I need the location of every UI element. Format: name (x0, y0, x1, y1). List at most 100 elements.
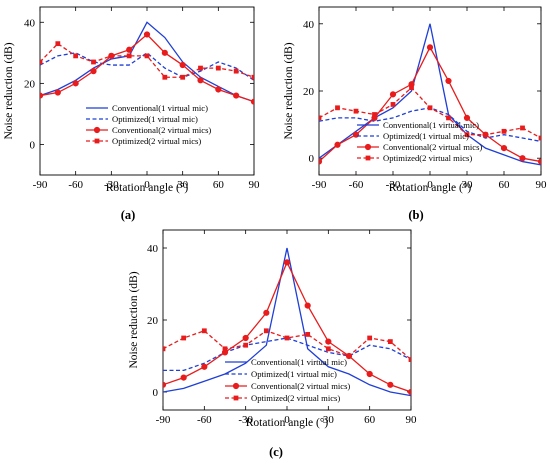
legend-entry: Optimized(1 virtual mic) (251, 369, 337, 379)
data-point (40, 92, 44, 99)
y-axis-label: Noise reduction (dB) (128, 271, 140, 368)
x-tick-label: 90 (536, 179, 548, 191)
legend-entry: Optimized(2 virtual mics) (251, 393, 340, 403)
data-point (408, 357, 411, 362)
data-point (409, 85, 414, 91)
legend-entry: Conventional(1 virtual mic) (112, 103, 208, 113)
data-point (463, 114, 471, 121)
data-point (55, 41, 61, 47)
legend-marker (364, 143, 372, 151)
data-point (201, 363, 208, 370)
x-tick-label: 30 (462, 179, 474, 191)
data-point (180, 74, 186, 80)
data-point (163, 381, 167, 388)
data-point (319, 158, 323, 165)
data-point (161, 49, 168, 56)
data-point (346, 353, 352, 359)
data-point (215, 65, 221, 71)
data-point (243, 342, 249, 348)
series-group (319, 23, 541, 166)
data-point (251, 74, 254, 80)
y-tick-label: 0 (30, 139, 36, 151)
data-point (126, 46, 133, 53)
y-tick-label: 40 (24, 17, 36, 29)
x-tick-label: 60 (364, 414, 376, 426)
y-tick-label: 40 (147, 243, 159, 255)
data-point (427, 105, 433, 111)
y-tick-label: 0 (153, 387, 159, 399)
data-point (143, 31, 151, 38)
legend-entry: Optimized(1 virtual mic) (112, 114, 198, 124)
data-point (144, 53, 150, 59)
series-group (40, 21, 254, 105)
data-point (263, 309, 270, 316)
data-point (180, 374, 187, 381)
data-point (90, 68, 97, 75)
data-point (233, 68, 239, 74)
data-point (464, 132, 470, 138)
x-tick-label: -90 (156, 414, 171, 426)
legend-marker (233, 395, 239, 401)
data-point (325, 338, 332, 345)
x-tick-label: 0 (427, 179, 433, 191)
data-point (263, 328, 269, 334)
y-tick-label: 20 (24, 78, 36, 90)
x-tick-label: -30 (104, 179, 119, 191)
data-point (538, 135, 541, 141)
y-axis-label: Noise reduction (dB) (3, 42, 15, 139)
series-line-0 (163, 247, 411, 397)
data-point (537, 158, 541, 165)
chart-panel-0: -90 -60 -30 0 30 60 90 0 20 40 Rotation angle (°) N… (3, 6, 261, 222)
x-tick-label: 30 (177, 179, 189, 191)
data-point (40, 59, 43, 65)
data-point (198, 65, 203, 71)
legend: Conventional(1 virtual mic) Optimized(1 v… (225, 357, 350, 403)
data-point (197, 77, 204, 84)
data-point (520, 125, 525, 131)
data-point (163, 346, 166, 352)
series-line-3 (163, 330, 411, 361)
data-point (54, 89, 61, 96)
data-point (325, 346, 331, 352)
series-line-1 (40, 52, 254, 81)
data-point (445, 77, 452, 85)
data-point (179, 61, 186, 69)
y-tick-label: 20 (147, 315, 159, 327)
data-point (390, 102, 396, 107)
legend-entry: Conventional(1 virtual mic) (251, 357, 347, 367)
x-tick-label: 90 (249, 179, 261, 191)
legend-marker (93, 126, 101, 134)
x-tick-label: -90 (312, 179, 327, 191)
data-point (73, 53, 79, 59)
chart-panel-2: -90 -60 -30 0 30 60 90 0 20 40 Rotation angle (°) N… (128, 229, 417, 459)
data-point (353, 108, 359, 114)
y-tick-label: 40 (303, 19, 315, 31)
data-point (426, 44, 434, 51)
data-point (250, 98, 254, 105)
data-point (366, 370, 373, 378)
legend-entry: Optimized(1 virtual mic) (383, 131, 469, 141)
data-point (284, 335, 290, 341)
data-point (233, 92, 240, 99)
y-tick-label: 0 (309, 153, 315, 165)
data-point (319, 115, 322, 121)
x-axis-label: Rotation angle (°) (389, 182, 472, 194)
x-tick-label: 60 (499, 179, 511, 191)
data-point (126, 53, 132, 59)
data-point (215, 86, 222, 93)
data-point (483, 132, 488, 138)
x-tick-label: 60 (213, 179, 225, 191)
data-point (407, 388, 411, 396)
x-tick-label: -60 (349, 179, 364, 191)
data-point (387, 339, 393, 344)
data-point (162, 74, 168, 80)
data-point (108, 53, 114, 59)
legend: Conventional(1 virtual mic)Optimized(1 v… (86, 103, 211, 146)
legend-entry: Conventional(1 virtual mic) (383, 120, 479, 130)
panel-label: (a) (121, 208, 136, 222)
data-point (304, 302, 311, 309)
data-point (367, 335, 373, 341)
data-point (387, 381, 394, 388)
x-axis-label: Rotation angle (°) (106, 182, 189, 194)
panel-label: (b) (408, 208, 423, 222)
